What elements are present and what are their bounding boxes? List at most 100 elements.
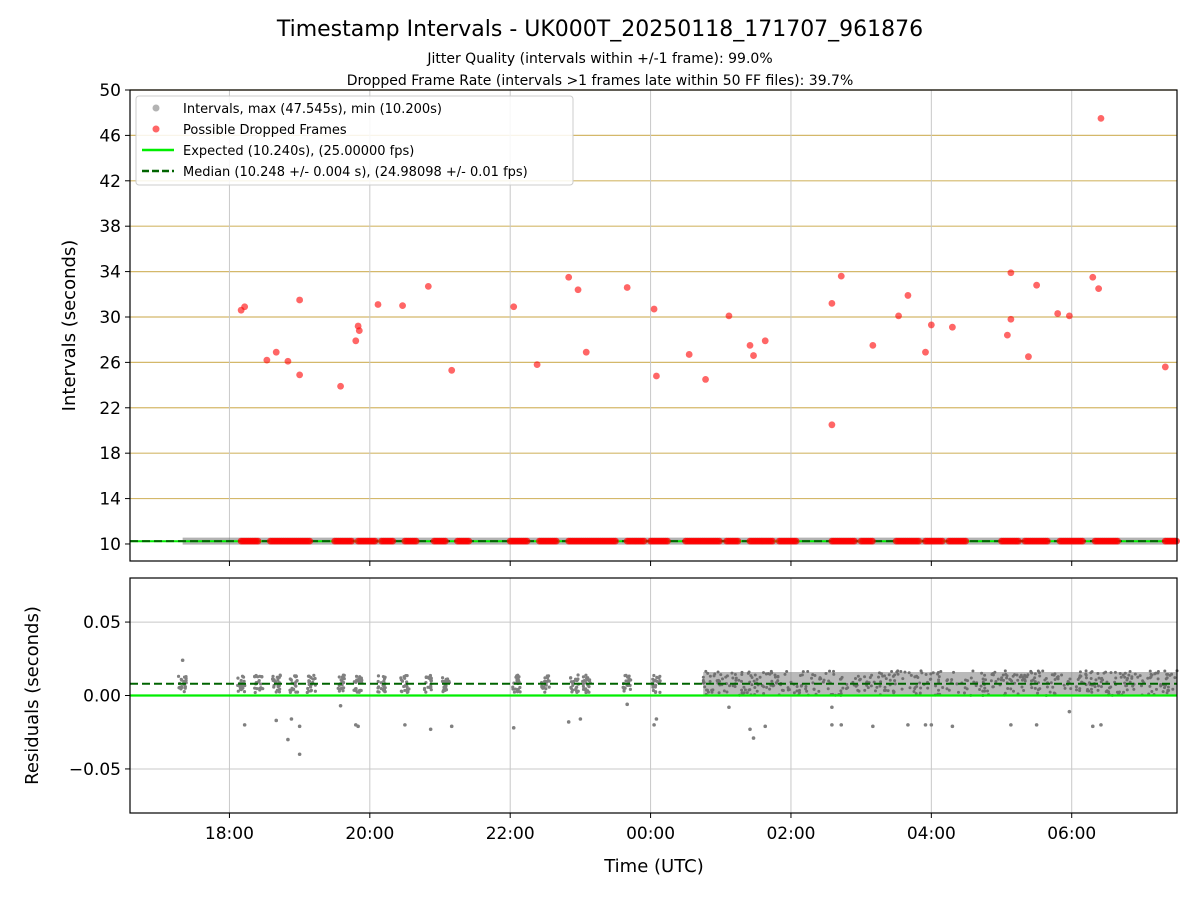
residual-point xyxy=(1078,687,1082,691)
residual-point xyxy=(870,673,874,677)
residual-point xyxy=(383,686,387,690)
residual-point xyxy=(983,686,987,690)
residual-point xyxy=(407,687,411,691)
residual-point xyxy=(429,679,433,683)
residual-point xyxy=(983,689,987,693)
residual-point xyxy=(776,674,780,678)
residual-point xyxy=(1060,673,1064,677)
dropped-frame-point xyxy=(746,341,754,349)
residual-point xyxy=(1119,675,1123,679)
residual-point xyxy=(722,689,726,693)
residual-point xyxy=(357,689,361,693)
residual-point xyxy=(182,690,186,694)
residual-point xyxy=(1084,673,1088,677)
residual-point xyxy=(908,686,912,690)
residual-point xyxy=(1163,669,1167,673)
residual-point xyxy=(941,686,945,690)
residual-point xyxy=(858,678,862,682)
residual-point xyxy=(798,674,802,678)
residual-point xyxy=(1168,673,1172,677)
residual-point xyxy=(1015,673,1019,677)
y-tick-label: 22 xyxy=(99,399,121,419)
residual-point xyxy=(306,686,310,691)
residual-point xyxy=(275,675,279,679)
intervals-plot-frame xyxy=(129,89,1178,562)
residual-point xyxy=(293,674,297,678)
residual-point xyxy=(1099,680,1103,684)
residual-point xyxy=(1122,690,1126,694)
residual-point xyxy=(955,682,959,686)
residual-point xyxy=(701,678,705,682)
dropped-frame-point xyxy=(533,361,541,369)
residual-point xyxy=(297,724,302,729)
y-tick-label: 0.00 xyxy=(83,687,121,707)
dropped-frame-point xyxy=(1114,537,1121,545)
residual-point xyxy=(356,724,360,729)
residual-point xyxy=(853,676,857,680)
residual-point xyxy=(575,685,579,689)
residual-point xyxy=(340,678,344,682)
residual-point xyxy=(516,687,520,691)
residual-point xyxy=(828,669,832,673)
residual-point xyxy=(576,673,580,677)
residual-point xyxy=(1084,669,1088,673)
residual-point xyxy=(242,689,247,694)
dropped-frame-point xyxy=(904,292,912,299)
residual-point xyxy=(886,689,890,693)
residual-point xyxy=(1005,676,1009,680)
dropped-frame-point xyxy=(640,537,648,545)
y-tick-label: 10 xyxy=(99,535,121,555)
dropped-frame-point xyxy=(927,321,935,329)
residual-point xyxy=(906,723,910,727)
x-tick-label: 04:00 xyxy=(907,824,956,844)
residual-point xyxy=(817,689,821,693)
dropped-frame-point xyxy=(828,421,836,429)
residual-point xyxy=(1117,690,1121,694)
residual-point xyxy=(741,691,745,695)
residual-point xyxy=(1161,690,1165,694)
residual-point xyxy=(945,679,949,683)
dropped-frame-point xyxy=(725,312,733,320)
residual-point xyxy=(821,680,825,684)
residual-point xyxy=(442,685,446,689)
residual-point xyxy=(1005,674,1009,678)
residual-point xyxy=(918,691,922,695)
dropped-frame-point xyxy=(1043,537,1051,545)
residual-point xyxy=(739,679,743,683)
residual-point xyxy=(1036,691,1040,695)
residual-point xyxy=(806,670,810,674)
residual-point xyxy=(1089,671,1093,675)
residual-point xyxy=(515,690,520,694)
residual-point xyxy=(813,673,817,677)
residual-point xyxy=(402,674,406,679)
residual-point xyxy=(354,687,358,691)
legend-marker-dropped xyxy=(152,125,160,133)
residual-point xyxy=(1099,685,1103,689)
dropped-frame-point xyxy=(869,341,877,349)
dropped-frame-point xyxy=(1095,285,1103,293)
dropped-frame-point xyxy=(1054,310,1062,317)
residual-point xyxy=(985,689,989,693)
x-tick-label: 00:00 xyxy=(626,824,675,844)
residual-point xyxy=(824,671,828,675)
dropped-frame-point xyxy=(750,352,757,359)
dropped-frame-point xyxy=(412,537,420,545)
residual-point xyxy=(1030,686,1034,690)
residual-point xyxy=(253,690,257,695)
dropped-frame-point xyxy=(612,537,619,545)
residual-point xyxy=(342,673,346,677)
residual-point xyxy=(952,670,956,674)
residual-point xyxy=(1173,676,1177,680)
residual-point xyxy=(755,677,759,681)
residual-point xyxy=(259,682,263,686)
residual-point xyxy=(625,702,629,707)
x-tick-label: 02:00 xyxy=(766,824,815,844)
dropped-frame-point xyxy=(389,537,397,545)
residual-point xyxy=(881,674,885,678)
residual-point xyxy=(740,672,744,676)
dropped-frame-point xyxy=(653,372,660,380)
residual-point xyxy=(805,689,809,693)
residual-point xyxy=(775,681,779,685)
residual-point xyxy=(313,689,317,693)
residual-point xyxy=(511,726,516,730)
